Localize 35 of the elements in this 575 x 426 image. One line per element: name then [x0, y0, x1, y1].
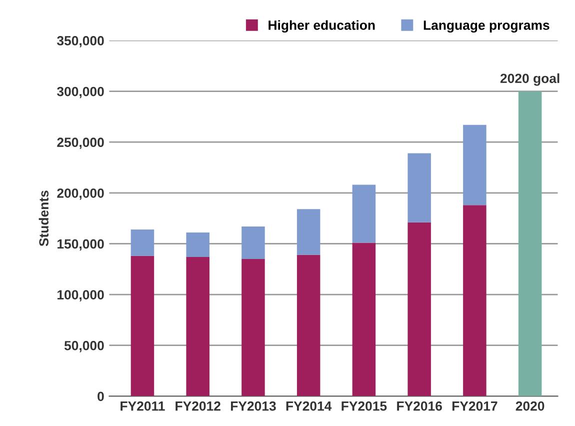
- x-tick-label: FY2011: [120, 401, 165, 411]
- x-tick-label: FY2013: [230, 401, 276, 411]
- y-tick-label: 250,000: [57, 138, 104, 149]
- bar: [130, 230, 154, 256]
- y-axis-title: Students: [38, 190, 49, 246]
- x-tick-label: FY2014: [286, 401, 332, 411]
- bar: [242, 258, 265, 396]
- y-tick-label: 50,000: [64, 340, 104, 352]
- x-tick-label: 2020: [516, 401, 544, 411]
- x-tick-label: FY2016: [397, 401, 442, 411]
- bar: [408, 222, 431, 396]
- y-tick-label: 300,000: [57, 86, 104, 98]
- y-tick-label: 200,000: [57, 188, 104, 200]
- legend-label: Language programs: [424, 20, 550, 33]
- bar: [518, 91, 542, 396]
- bar: [408, 153, 431, 222]
- y-tick-label: 350,000: [57, 36, 104, 48]
- y-tick-label: 0: [98, 392, 104, 402]
- x-tick-label: FY2012: [176, 401, 220, 411]
- bar: [130, 256, 154, 396]
- bar: [352, 242, 376, 396]
- annotation: 2020 goal: [500, 73, 560, 86]
- bar: [352, 184, 376, 243]
- bar: [242, 226, 265, 259]
- bar: [186, 256, 210, 396]
- bar: [296, 254, 320, 396]
- bar: [296, 209, 320, 255]
- bar: [463, 124, 486, 206]
- x-tick-label: FY2015: [342, 401, 387, 411]
- legend-label: Higher education: [268, 20, 375, 33]
- y-tick-label: 150,000: [58, 239, 104, 251]
- x-tick-label: FY2017: [452, 401, 498, 411]
- bar: [186, 232, 210, 257]
- y-tick-label: 100,000: [58, 290, 104, 302]
- bar: [463, 205, 486, 396]
